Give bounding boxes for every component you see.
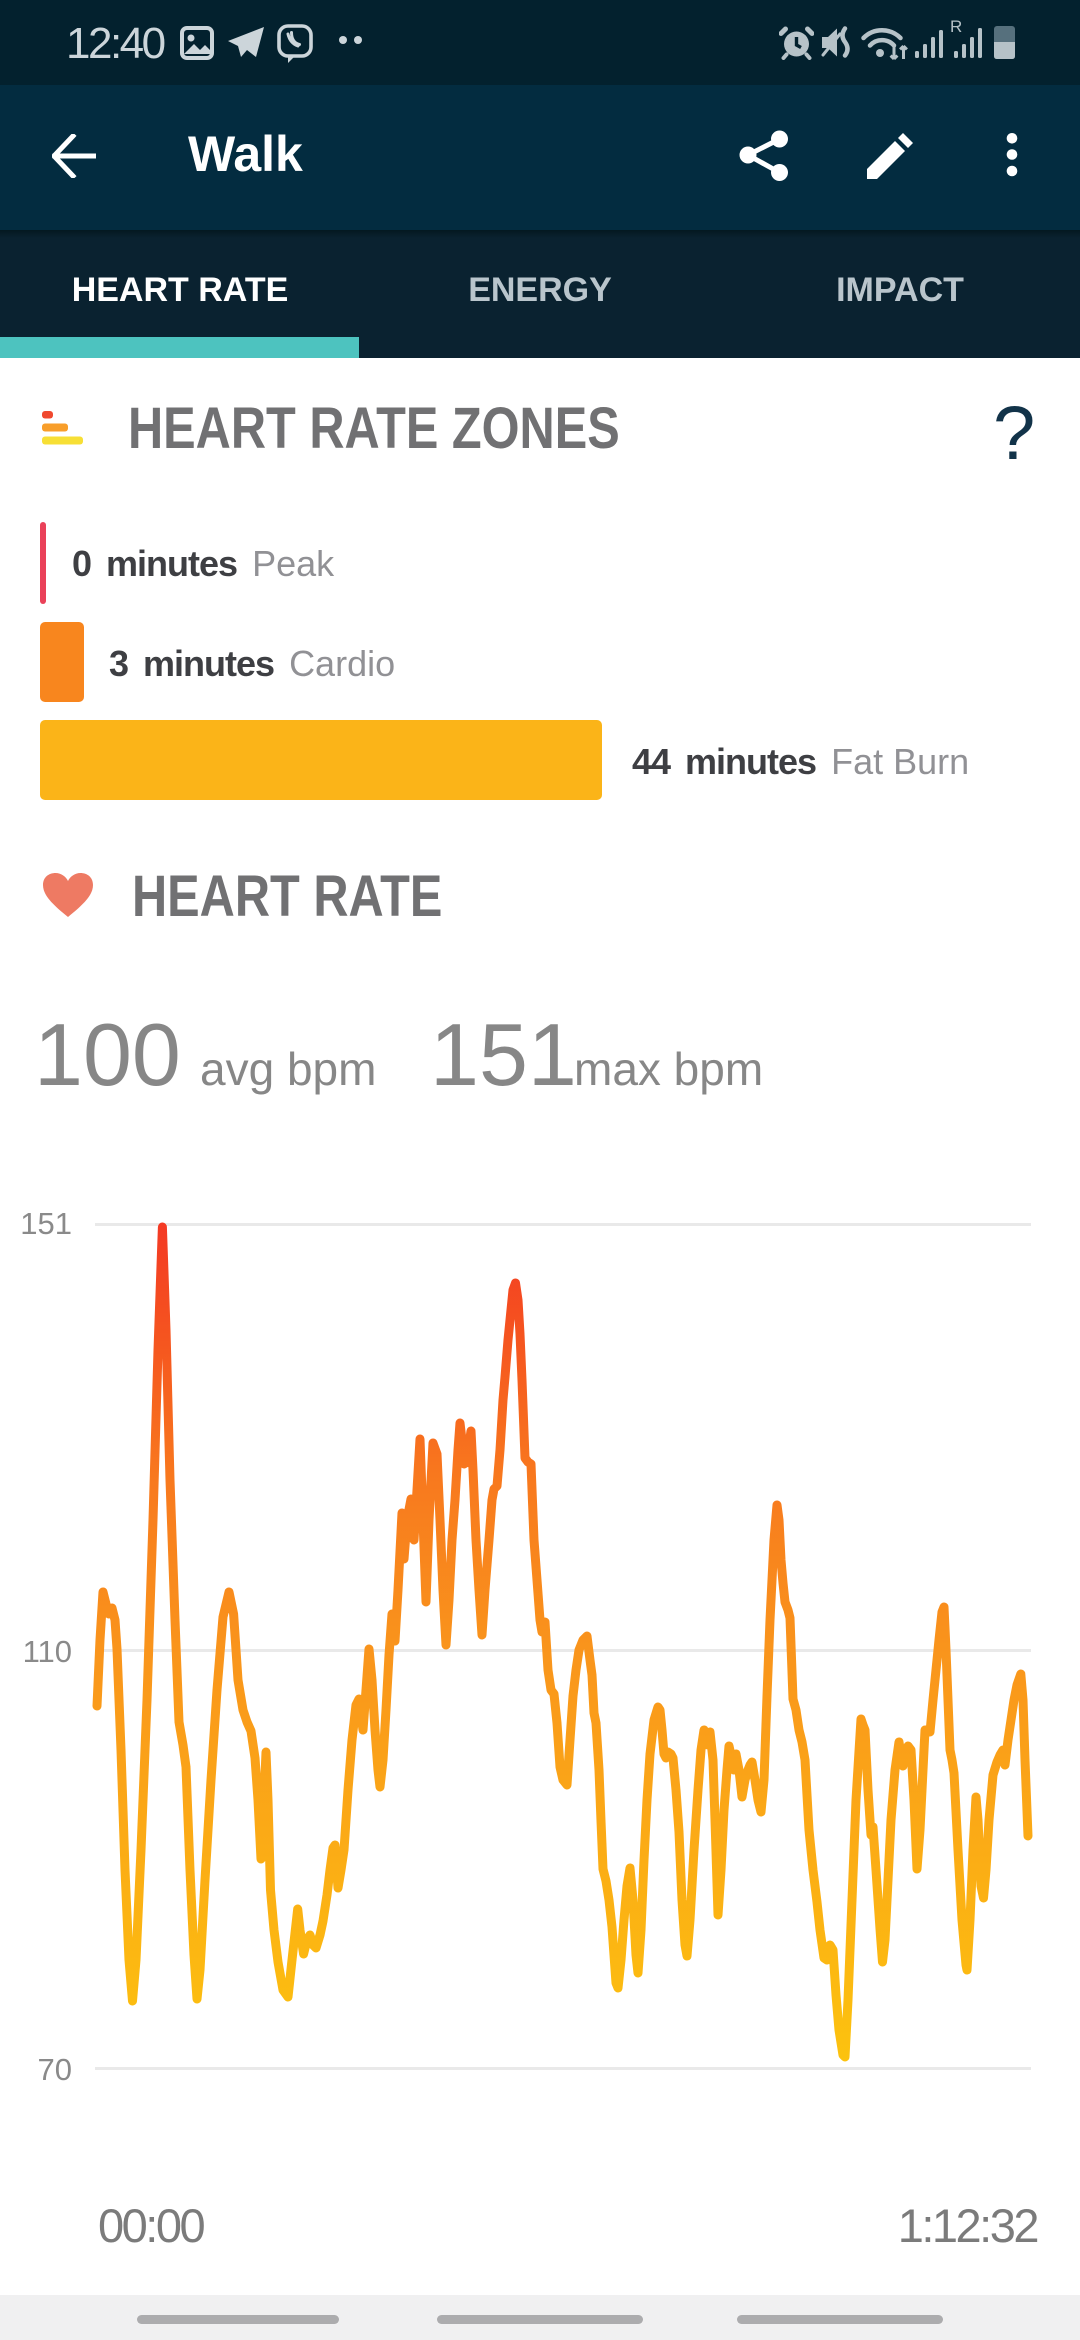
svg-text:R: R [950, 18, 962, 36]
